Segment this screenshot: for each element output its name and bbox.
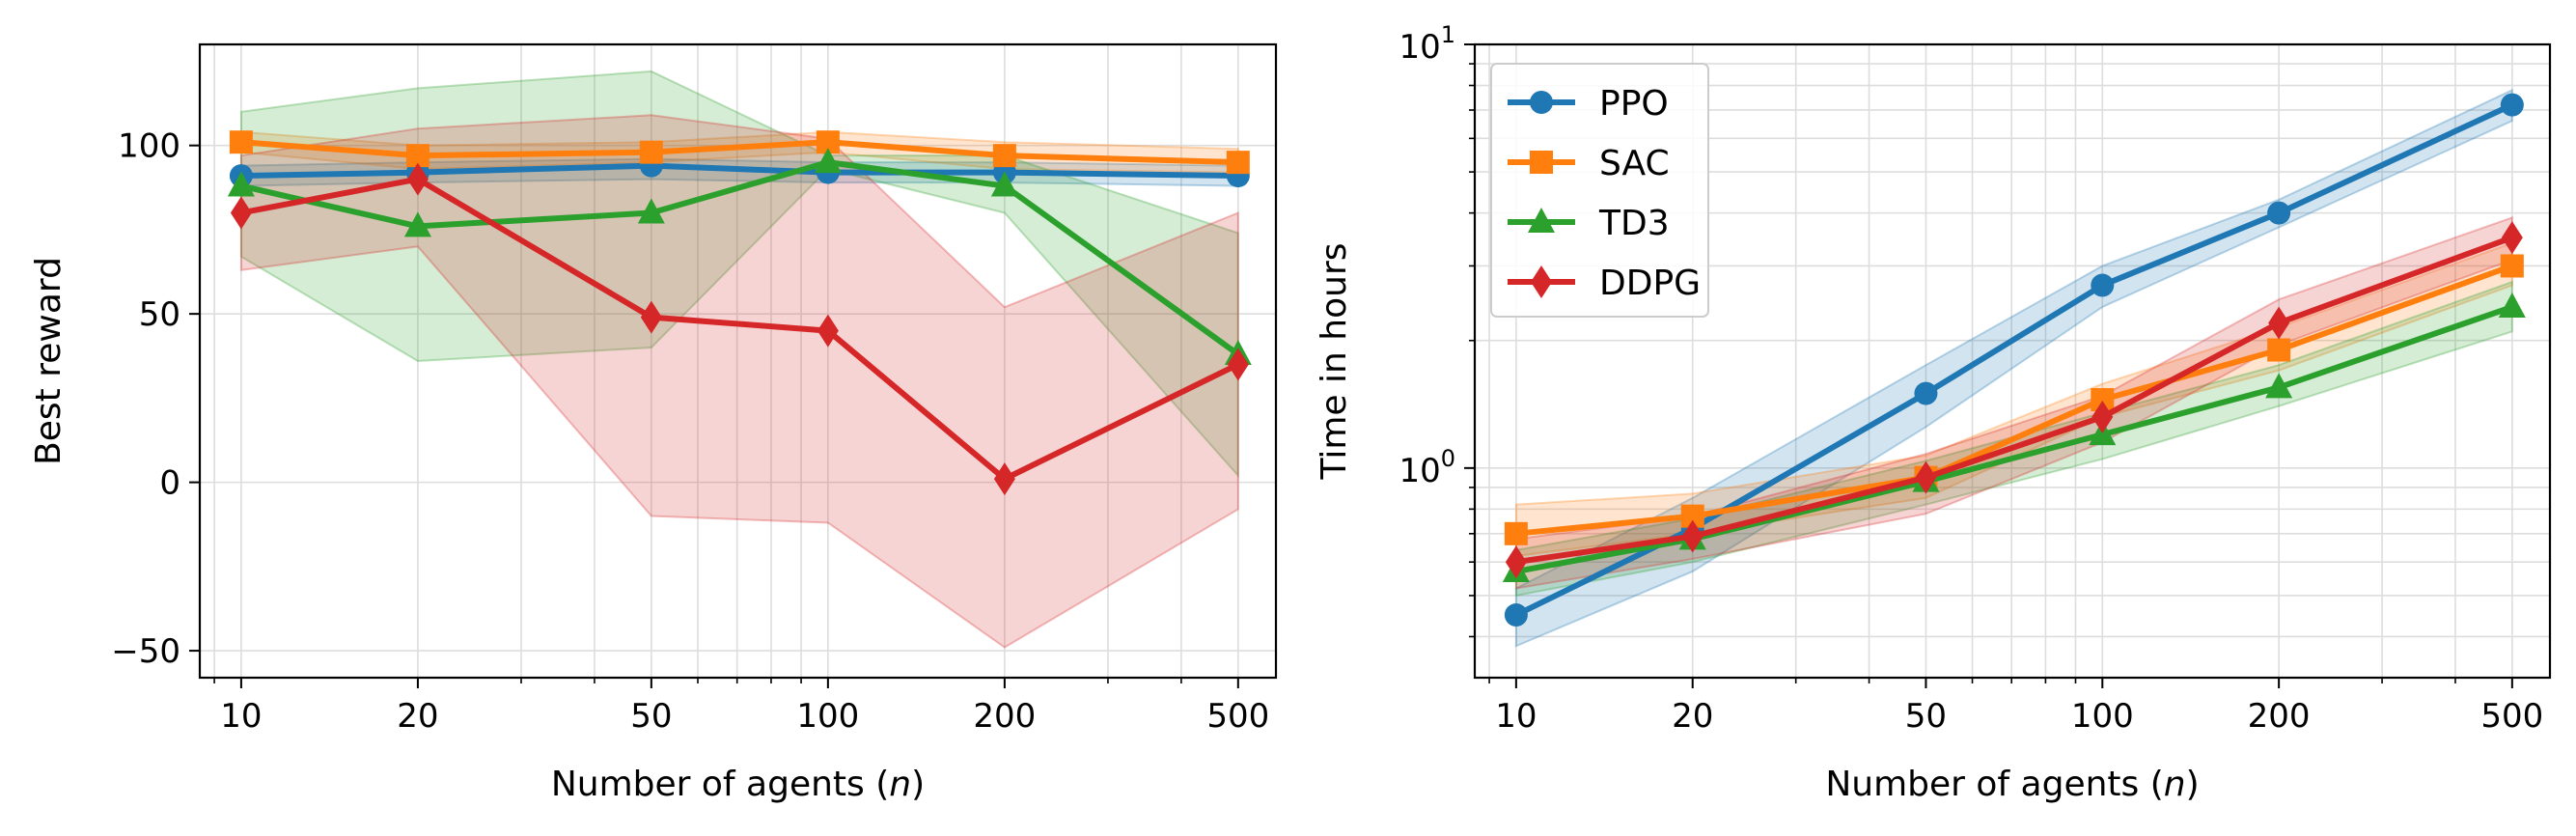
x-axis-label-text: Number of agents ( [551,765,889,804]
x-axis-label-text: Number of agents ( [1825,765,2163,804]
y-tick-base: 10 [1399,452,1440,490]
x-tick-label: 100 [2071,697,2134,736]
point-ddpg [2501,221,2523,255]
point-ppo [2500,93,2524,117]
point-ddpg [2091,400,2114,433]
line-td3 [240,159,1240,357]
point-ddpg [1505,545,1527,579]
legend-marker [1531,265,1552,298]
x-tick-label: 500 [2480,697,2543,736]
legend-marker [1530,91,1553,114]
y-tick-label: −50 [111,632,180,671]
point-sac [1504,521,1528,545]
line-ddpg [240,176,1240,483]
point-ddpg [640,300,662,334]
x-tick-label: 20 [397,697,438,736]
point-td3 [637,198,665,224]
point-ppo [2267,201,2291,225]
point-ddpg [993,462,1015,496]
y-tick-base: 10 [1399,28,1440,67]
x-axis-label-close: ) [911,765,925,804]
legend-label: DDPG [1599,264,1701,303]
plot-frame [198,42,1278,680]
line-sac [1515,263,2513,537]
series-ddpg [1505,221,2523,579]
line-ppo [240,162,1238,180]
legend-entry-td3: TD3 [1508,204,1670,243]
y-tick-exponent: 1 [1441,21,1455,48]
point-ppo [1914,381,1938,405]
band-ddpg [239,114,1239,649]
y-tick-label: 101 [1399,21,1455,67]
y-axis-label: Best reward [29,257,69,465]
point-ddpg [1681,519,1703,553]
point-ddpg [406,162,429,196]
x-axis-label: Number of agents (n) [1825,765,2199,804]
series-sac [1504,254,2524,545]
x-axis-label-close: ) [2186,765,2200,804]
point-td3 [227,171,255,197]
x-tick-label: 500 [1206,697,1269,736]
band-ppo [1514,88,2513,648]
series-td3 [227,148,1252,366]
point-td3 [403,211,431,237]
point-sac [2267,338,2291,362]
y-axis-label: Time in hours [1315,242,1354,480]
x-tick-label: 200 [2248,697,2311,736]
series-ddpg [230,162,1249,496]
series-sac [229,130,1250,175]
y-tick-label: 0 [159,464,180,503]
point-ddpg [817,314,839,348]
point-sac [229,130,253,154]
legend-marker [1530,151,1553,174]
point-sac [639,140,663,164]
x-axis-label: Number of agents (n) [551,765,925,804]
legend: PPO SAC TD3 DDPG [1490,63,1709,318]
point-sac [992,144,1016,168]
x-axis-label-variable: n [2164,765,2186,804]
y-tick-exponent: 0 [1441,445,1455,472]
x-tick-label: 10 [1495,697,1537,736]
x-tick-label: 100 [796,697,859,736]
plot-frame [1473,42,2552,680]
point-ddpg [1915,460,1937,494]
point-td3 [2265,373,2293,399]
y-tick-label: 100 [118,127,180,166]
line-sac [240,139,1238,166]
point-td3 [814,148,842,174]
y-tick-label: 100 [1399,445,1455,490]
legend-marker [1528,208,1555,233]
legend-label: PPO [1599,84,1669,124]
reward-panel: 10 20 50 100 200 500 −50 0 50 100 Number of agents… [29,42,1278,804]
legend-entry-ppo: PPO [1508,84,1669,124]
point-sac [2500,254,2524,278]
legend-label: SAC [1599,144,1670,183]
x-tick-label: 200 [973,697,1036,736]
legend-box [1490,63,1709,318]
legend-entry-sac: SAC [1508,144,1670,183]
legend-entry-ddpg: DDPG [1508,264,1701,303]
point-ddpg [2268,306,2290,340]
line-td3 [1515,304,2513,574]
y-tick-label: 50 [139,295,180,334]
legend-label: TD3 [1598,204,1670,243]
point-ppo [1504,603,1528,627]
point-sac [1226,151,1250,175]
point-ddpg [230,196,252,230]
point-td3 [990,171,1018,197]
x-axis-label-variable: n [889,765,911,804]
x-tick-label: 50 [1905,697,1947,736]
line-ddpg [1515,235,2513,566]
x-tick-label: 50 [630,697,672,736]
point-ddpg [1227,348,1249,381]
point-td3 [2498,292,2526,318]
point-ppo [2091,273,2115,297]
x-tick-label: 20 [1672,697,1713,736]
x-tick-label: 10 [220,697,262,736]
